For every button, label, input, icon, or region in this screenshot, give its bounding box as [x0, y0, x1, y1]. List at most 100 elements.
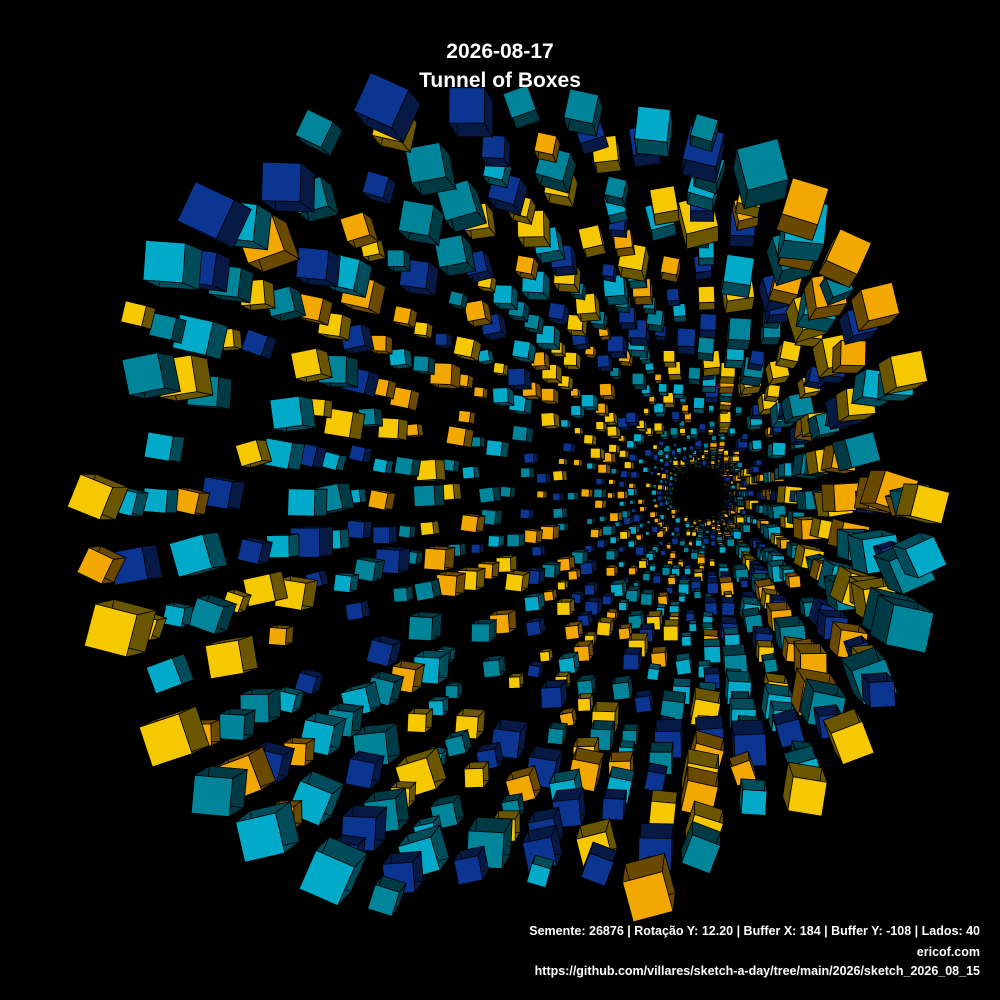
box-face — [540, 387, 555, 402]
box-side — [697, 660, 711, 667]
box-face — [632, 514, 641, 523]
box-side — [725, 338, 751, 351]
box-face — [637, 458, 644, 465]
box-face — [646, 520, 651, 525]
box-face — [290, 347, 322, 380]
box-face — [392, 587, 409, 603]
box-face — [626, 439, 635, 449]
box-side — [607, 751, 634, 763]
box-face — [642, 466, 649, 473]
box-face — [536, 490, 545, 499]
box-side — [676, 345, 696, 356]
box-face — [595, 421, 605, 431]
box-side — [718, 376, 736, 384]
box-face — [547, 302, 566, 321]
box-face — [504, 572, 524, 593]
box-face — [617, 627, 631, 641]
box-face — [667, 576, 676, 586]
box-face — [688, 445, 695, 451]
box-face — [618, 546, 625, 553]
box-face — [511, 425, 529, 442]
box-side — [318, 525, 333, 558]
box-face — [235, 812, 286, 863]
box-face — [552, 492, 561, 502]
box-side — [602, 788, 628, 800]
box-side — [725, 670, 752, 683]
box-side — [433, 484, 445, 507]
box-face — [643, 770, 667, 794]
box-face — [685, 434, 692, 440]
box-face — [721, 602, 736, 617]
box-face — [730, 484, 736, 490]
box-face — [397, 524, 412, 539]
box-face — [637, 498, 643, 505]
box-face — [567, 570, 578, 581]
box-side — [735, 481, 740, 491]
box-face — [706, 582, 719, 595]
box-face — [481, 134, 506, 159]
box-face — [577, 697, 592, 712]
box-side — [397, 418, 409, 441]
box-face — [485, 439, 503, 457]
box-side — [638, 822, 674, 840]
box-face — [453, 855, 484, 886]
box-face — [161, 604, 186, 628]
box-face — [652, 498, 657, 503]
box-face — [413, 580, 435, 602]
box-face — [685, 523, 691, 529]
box-side — [216, 376, 233, 410]
box-face — [536, 472, 547, 484]
box-face — [639, 506, 646, 513]
box-face — [642, 572, 651, 582]
box-face — [699, 313, 718, 331]
box-face — [662, 625, 679, 642]
box-face — [606, 492, 614, 499]
box-face — [526, 664, 541, 679]
box-face — [697, 457, 701, 461]
box-face — [344, 601, 364, 621]
box-face — [885, 604, 935, 654]
box-side — [648, 741, 674, 753]
box-side — [729, 697, 757, 711]
box-face — [577, 224, 604, 250]
box-face — [692, 396, 706, 410]
box-face — [618, 601, 628, 611]
box-face — [645, 482, 651, 488]
box-face — [652, 484, 657, 489]
box-face — [660, 466, 665, 471]
box-face — [386, 249, 405, 268]
box-face — [691, 531, 697, 537]
box-side — [695, 715, 724, 731]
box-face — [771, 441, 787, 457]
box-face — [695, 539, 703, 547]
box-face — [711, 435, 717, 442]
box-face — [609, 512, 619, 522]
box-face — [605, 566, 616, 577]
box-face — [681, 404, 689, 412]
box-side — [389, 525, 398, 544]
box-face — [683, 546, 690, 553]
box-side — [690, 576, 702, 583]
box-face — [560, 419, 569, 428]
box-side — [668, 601, 681, 607]
box-face — [653, 517, 659, 524]
box-face — [651, 489, 657, 496]
box-face — [143, 431, 174, 462]
box-face — [608, 478, 614, 485]
box-face — [597, 463, 608, 474]
box-face — [580, 394, 595, 408]
box-face — [618, 449, 627, 458]
box-face — [688, 623, 698, 632]
box-face — [605, 550, 616, 561]
box-face — [434, 333, 448, 346]
box-side — [762, 471, 769, 484]
box-face — [499, 486, 512, 498]
box-face — [681, 635, 692, 647]
box-face — [650, 471, 655, 476]
box-face — [602, 525, 613, 536]
box-face — [741, 510, 747, 516]
box-side — [668, 612, 680, 618]
box-face — [660, 550, 667, 557]
box-face — [736, 461, 744, 468]
box-face — [596, 354, 610, 368]
